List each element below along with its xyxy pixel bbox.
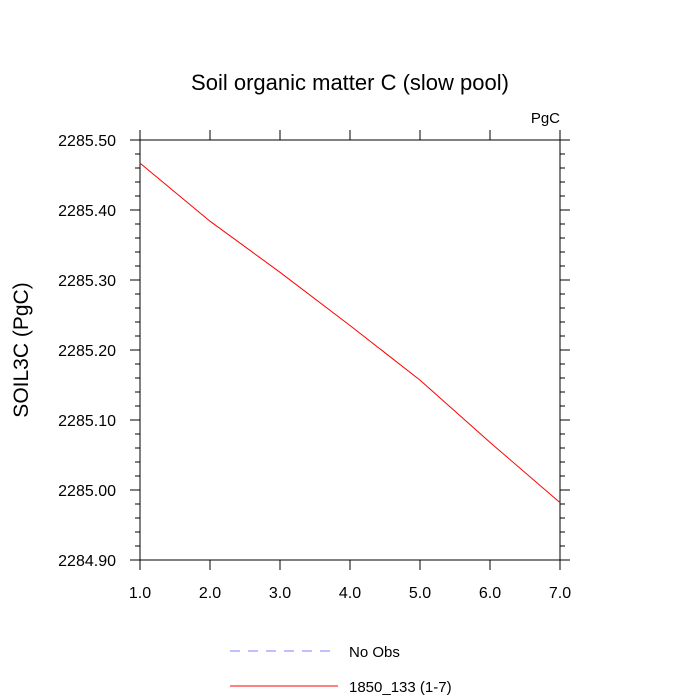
- x-tick-label: 1.0: [129, 585, 151, 602]
- axis-tick-labels: 1.0 2.0 3.0 4.0 5.0 6.0 7.0 2284.90 2285.00 2285.…: [58, 133, 571, 602]
- x-tick-label: 6.0: [479, 585, 501, 602]
- y-tick-label: 2285.10: [58, 413, 116, 430]
- x-tick-label: 3.0: [269, 585, 291, 602]
- y-tick-label: 2285.50: [58, 133, 116, 150]
- x-tick-label: 4.0: [339, 585, 361, 602]
- y-tick-label: 2285.40: [58, 203, 116, 220]
- series-lines: [139, 162, 561, 503]
- y-tick-label: 2285.00: [58, 483, 116, 500]
- series-line: [139, 162, 561, 503]
- y-axis-label: SOIL3C (PgC): [10, 282, 33, 417]
- y-tick-label: 2285.30: [58, 273, 116, 290]
- units-label: PgC: [531, 110, 560, 127]
- legend-label: 1850_133 (1-7): [349, 679, 452, 696]
- legend: No Obs 1850_133 (1-7): [230, 644, 452, 696]
- x-tick-label: 7.0: [549, 585, 571, 602]
- legend-label: No Obs: [349, 644, 400, 661]
- x-tick-label: 2.0: [199, 585, 221, 602]
- y-tick-label: 2284.90: [58, 553, 116, 570]
- plot-frame: [139, 139, 561, 561]
- y-tick-label: 2285.20: [58, 343, 116, 360]
- chart-title: Soil organic matter C (slow pool): [191, 70, 509, 95]
- axis-ticks: [130, 130, 570, 570]
- x-tick-label: 5.0: [409, 585, 431, 602]
